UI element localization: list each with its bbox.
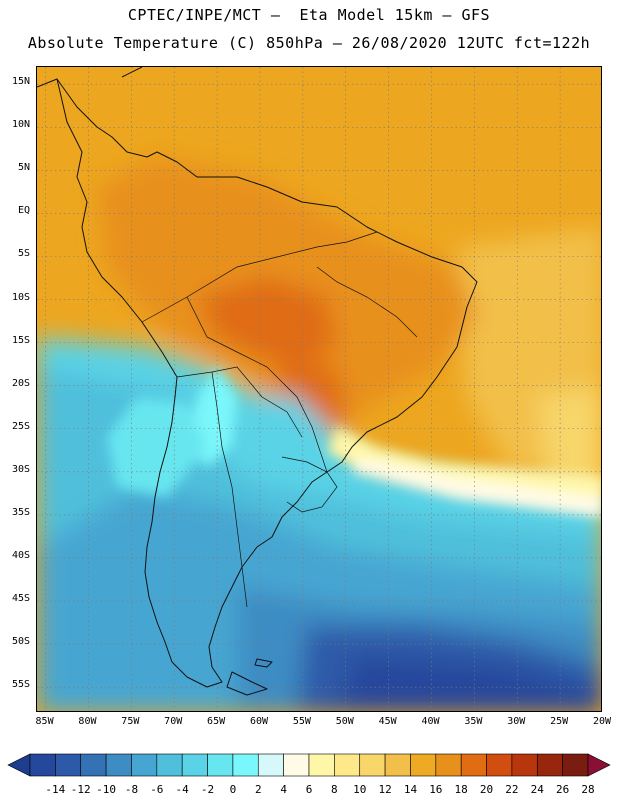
colorbar bbox=[7, 753, 611, 777]
colorbar-tick-label: -10 bbox=[96, 783, 117, 796]
lat-tick-label: 35S bbox=[11, 506, 30, 518]
colorbar-swatch bbox=[131, 753, 158, 777]
border-brazil-states bbox=[316, 266, 418, 338]
colorbar-tick-label: 14 bbox=[403, 783, 418, 796]
colorbar-swatch bbox=[156, 753, 183, 777]
colorbar-tick-label: 26 bbox=[556, 783, 570, 796]
colorbar-swatch bbox=[486, 753, 513, 777]
colorbar-swatch bbox=[308, 753, 335, 777]
lon-tick-label: 45W bbox=[378, 716, 397, 727]
colorbar-tick-label: 12 bbox=[378, 783, 392, 796]
lon-tick-label: 35W bbox=[464, 716, 483, 727]
lat-tick-label: 20S bbox=[11, 377, 30, 389]
colorbar-swatch bbox=[257, 753, 284, 777]
colorbar-tick-label: 28 bbox=[581, 783, 595, 796]
colorbar-swatch bbox=[334, 753, 361, 777]
lon-tick-label: 20W bbox=[592, 716, 612, 727]
colorbar-swatch bbox=[29, 753, 56, 777]
lat-tick-label: 5N bbox=[17, 162, 30, 174]
lon-tick-label: 55W bbox=[292, 716, 311, 727]
colorbar-swatch bbox=[55, 753, 82, 777]
colorbar-tick-label: -2 bbox=[200, 783, 215, 796]
border-bolivia bbox=[176, 366, 303, 438]
lon-tick-label: 80W bbox=[78, 716, 97, 727]
lat-tick-label: 10S bbox=[11, 291, 30, 303]
colorbar-swatch bbox=[562, 753, 589, 777]
colorbar-swatch bbox=[181, 753, 208, 777]
chart-title-line2: Absolute Temperature (C) 850hPa – 26/08/… bbox=[27, 34, 591, 52]
colorbar-tick-label: -8 bbox=[124, 783, 139, 796]
lat-tick-label: 55S bbox=[11, 679, 30, 691]
border-uruguay bbox=[281, 456, 338, 513]
colorbar-swatch bbox=[410, 753, 437, 777]
tierra-del-fuego bbox=[226, 671, 268, 696]
lon-tick-label: 30W bbox=[507, 716, 526, 727]
colorbar-swatch bbox=[232, 753, 259, 777]
colorbar-swatch bbox=[80, 753, 107, 777]
lon-tick-label: 50W bbox=[335, 716, 354, 727]
lat-tick-label: 15N bbox=[11, 76, 30, 88]
colorbar-swatch bbox=[460, 753, 487, 777]
lon-tick-label: 85W bbox=[35, 716, 54, 727]
colorbar-tick-label: 10 bbox=[353, 783, 367, 796]
lon-tick-label: 65W bbox=[207, 716, 226, 727]
colorbar-tick-label: -14 bbox=[45, 783, 66, 796]
colorbar-swatch bbox=[105, 753, 132, 777]
lon-tick-label: 60W bbox=[249, 716, 268, 727]
colorbar-swatch bbox=[435, 753, 462, 777]
central-america-coast bbox=[37, 67, 143, 88]
field-coldest-core bbox=[337, 657, 601, 711]
colorbar-min-arrow bbox=[7, 753, 31, 777]
lon-tick-label: 75W bbox=[121, 716, 140, 727]
colorbar-tick-label: 0 bbox=[229, 783, 237, 796]
temperature-map bbox=[37, 67, 601, 711]
colorbar-max-arrow bbox=[587, 753, 611, 777]
chart-title-line1: CPTEC/INPE/MCT – Eta Model 15km – GFS bbox=[127, 6, 491, 24]
colorbar-tick-label: 16 bbox=[429, 783, 443, 796]
colorbar-swatch bbox=[384, 753, 411, 777]
lat-tick-label: 15S bbox=[11, 334, 30, 346]
colorbar-swatch bbox=[207, 753, 234, 777]
lat-tick-label: 25S bbox=[11, 420, 30, 432]
falkland-islands bbox=[254, 658, 273, 668]
colorbar-tick-label: -6 bbox=[150, 783, 164, 796]
lat-tick-label: 5S bbox=[17, 248, 30, 260]
colorbar-tick-label: 22 bbox=[505, 783, 519, 796]
country-borders bbox=[141, 231, 418, 608]
lat-tick-label: 40S bbox=[11, 549, 30, 561]
colorbar-tick-label: 18 bbox=[454, 783, 468, 796]
colorbar-tick-label: 8 bbox=[331, 783, 338, 796]
colorbar-tick-label: 20 bbox=[479, 783, 494, 796]
lon-tick-label: 40W bbox=[421, 716, 440, 727]
lat-tick-label: 45S bbox=[11, 593, 30, 605]
colorbar-tick-label: -12 bbox=[70, 783, 91, 796]
colorbar-tick-label: 24 bbox=[530, 783, 544, 796]
colorbar-tick-label: 6 bbox=[305, 783, 313, 796]
field-front-band bbox=[327, 427, 601, 507]
colorbar-swatch bbox=[359, 753, 386, 777]
lat-tick-label: 10N bbox=[11, 119, 30, 131]
colorbar-tick-label: 2 bbox=[254, 783, 262, 796]
lon-tick-label: 70W bbox=[164, 716, 183, 727]
field-front-pale bbox=[352, 457, 601, 517]
colorbar-tick-label: 4 bbox=[280, 783, 287, 796]
map-panel[interactable] bbox=[36, 66, 602, 712]
colorbar-tick-label: -4 bbox=[175, 783, 189, 796]
colorbar-swatch bbox=[536, 753, 563, 777]
lon-tick-label: 25W bbox=[550, 716, 569, 727]
colorbar-swatch bbox=[511, 753, 538, 777]
border-brazil-west bbox=[186, 296, 328, 473]
lat-tick-label: EQ bbox=[17, 205, 30, 217]
lat-tick-label: 30S bbox=[11, 463, 30, 475]
lat-tick-label: 50S bbox=[11, 636, 30, 648]
temperature-field bbox=[37, 157, 601, 711]
border-andes bbox=[211, 371, 248, 608]
colorbar-swatch bbox=[283, 753, 310, 777]
